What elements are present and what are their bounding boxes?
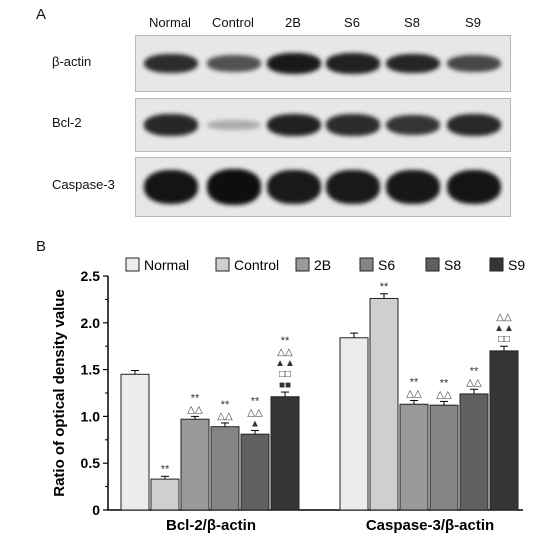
significance-marker: △△ [277, 347, 293, 358]
bar [489, 350, 519, 511]
significance-marker: ** [470, 365, 479, 377]
legend-swatch [295, 257, 310, 272]
bar [240, 433, 270, 511]
y-axis-label: Ratio of optical density value [51, 289, 68, 497]
significance-marker: ■■ [279, 380, 291, 391]
blot-band [447, 169, 501, 205]
significance-marker: ▲▲ [494, 323, 514, 334]
blot-band [207, 119, 261, 131]
y-tick-label: 1.5 [81, 362, 101, 378]
significance-marker: ** [221, 399, 230, 411]
lane-label-s8: S8 [404, 15, 420, 30]
bar [120, 373, 150, 511]
significance-marker: △△ [466, 377, 482, 388]
bar [399, 403, 429, 511]
significance-marker: ** [380, 281, 389, 293]
blot-band [447, 54, 501, 73]
significance-marker: □□ [498, 334, 510, 345]
lane-label-normal: Normal [149, 15, 191, 30]
legend-swatch [425, 257, 440, 272]
blot-band [447, 114, 501, 136]
blot-band [386, 169, 440, 205]
blot-strip [135, 35, 511, 92]
blot-row-label: Bcl-2 [52, 115, 82, 130]
blot-strip [135, 98, 511, 152]
y-tick-label: 0.5 [81, 455, 101, 471]
legend-label: Normal [144, 257, 189, 273]
bar [270, 396, 300, 511]
blot-band [267, 113, 321, 137]
bar [150, 478, 180, 511]
significance-marker: ** [410, 376, 419, 388]
bar [369, 297, 399, 511]
x-category-label: Bcl-2/β-actin [166, 517, 256, 534]
y-tick-label: 1.0 [81, 408, 101, 424]
panel-a-label: A [36, 6, 47, 23]
blot-band [144, 53, 198, 74]
blot-band [386, 53, 440, 74]
legend-label: S8 [444, 257, 461, 273]
blot-strip [135, 157, 511, 217]
significance-marker: △△ [187, 404, 203, 415]
legend-swatch [359, 257, 374, 272]
blot-row-label: Caspase-3 [52, 177, 115, 192]
y-tick-label: 2.5 [81, 268, 101, 284]
lane-label-s9: S9 [465, 15, 481, 30]
bar [459, 393, 489, 511]
legend-swatch [215, 257, 230, 272]
significance-marker: ** [161, 463, 170, 475]
legend-swatch [489, 257, 504, 272]
x-category-label: Caspase-3/β-actin [366, 517, 494, 534]
blot-row-label: β-actin [52, 53, 92, 69]
y-tick-label: 2.0 [81, 315, 101, 331]
blot-band [267, 53, 321, 74]
significance-marker: ▲ [250, 418, 260, 429]
legend-label: Control [234, 257, 279, 273]
blot-band [144, 114, 198, 136]
significance-marker: ** [281, 335, 290, 347]
significance-marker: □□ [279, 369, 291, 380]
significance-marker: △△ [406, 388, 422, 399]
blot-band [207, 169, 261, 205]
significance-marker: △△ [496, 312, 512, 323]
blot-band [144, 169, 198, 205]
lane-label-s6: S6 [344, 15, 360, 30]
significance-marker: △△ [436, 389, 452, 400]
bar [180, 418, 210, 511]
significance-marker: △△ [247, 407, 263, 418]
y-tick-label: 0 [92, 502, 100, 518]
significance-marker: ** [440, 377, 449, 389]
legend-swatch [125, 257, 140, 272]
lane-label-control: Control [212, 15, 254, 30]
legend-label: S6 [378, 257, 395, 273]
significance-marker: △△ [217, 411, 233, 422]
legend-label: 2B [314, 257, 331, 273]
blot-band [326, 114, 380, 136]
blot-band [386, 114, 440, 136]
significance-marker: ** [191, 392, 200, 404]
legend-label: S9 [508, 257, 525, 273]
bar [210, 426, 240, 511]
blot-band [326, 169, 380, 205]
bar [339, 337, 369, 511]
significance-marker: ** [251, 395, 260, 407]
panel-b-label: B [36, 238, 47, 255]
blot-band [207, 55, 261, 72]
significance-marker: ▲▲ [275, 358, 295, 369]
blot-band [267, 169, 321, 205]
bar [429, 404, 459, 511]
blot-band [326, 53, 380, 74]
lane-label-2b: 2B [285, 15, 301, 30]
